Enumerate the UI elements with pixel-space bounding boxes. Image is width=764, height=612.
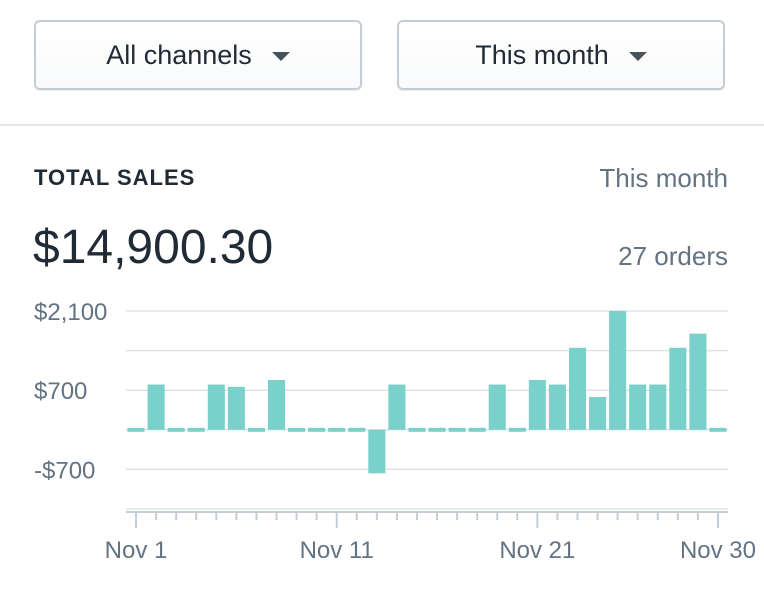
bar bbox=[267, 380, 286, 430]
bar bbox=[568, 347, 587, 430]
caret-down-icon bbox=[628, 51, 647, 61]
bar bbox=[709, 427, 727, 432]
bar bbox=[288, 427, 306, 432]
bar bbox=[448, 427, 466, 432]
bar bbox=[488, 384, 506, 430]
x-tick-label: Nov 1 bbox=[105, 537, 168, 564]
period-select[interactable]: This month bbox=[397, 20, 725, 90]
bar bbox=[428, 427, 446, 432]
x-tick-label: Nov 21 bbox=[499, 537, 575, 564]
x-tick-label: Nov 30 bbox=[680, 537, 756, 564]
bar bbox=[368, 429, 386, 474]
bar bbox=[308, 427, 326, 432]
bar bbox=[528, 380, 546, 430]
bar bbox=[247, 427, 265, 432]
bar bbox=[187, 427, 205, 432]
card-period: This month bbox=[599, 163, 728, 193]
bar bbox=[548, 384, 566, 430]
bar bbox=[689, 333, 707, 430]
y-tick-label: $2,100 bbox=[34, 299, 107, 326]
x-tick-label: Nov 11 bbox=[300, 537, 374, 564]
y-tick-label: $700 bbox=[34, 378, 87, 405]
channel-select-label: All channels bbox=[106, 39, 252, 70]
bar bbox=[167, 427, 185, 432]
bar bbox=[408, 427, 426, 432]
bar bbox=[147, 384, 165, 430]
bar bbox=[669, 347, 687, 430]
orders-count: 27 orders bbox=[618, 241, 728, 271]
bar bbox=[629, 384, 647, 430]
period-select-label: This month bbox=[475, 39, 609, 70]
bar bbox=[127, 427, 145, 432]
bar bbox=[468, 427, 486, 432]
total-sales-value: $14,900.30 bbox=[33, 221, 274, 274]
card-title: TOTAL SALES bbox=[34, 165, 196, 190]
filter-bar: All channels This month bbox=[0, 0, 764, 126]
bar bbox=[348, 427, 366, 432]
bar bbox=[508, 427, 526, 432]
bar bbox=[227, 386, 245, 430]
bar bbox=[207, 384, 225, 430]
sales-bar-chart: $2,100 $700 -$700 Nov 1 Nov 11 Nov 21 Nov 30 bbox=[34, 299, 756, 564]
caret-down-icon bbox=[271, 51, 290, 61]
bar bbox=[328, 427, 346, 432]
bar bbox=[649, 384, 667, 430]
channel-select[interactable]: All channels bbox=[34, 20, 362, 90]
bar bbox=[388, 384, 406, 430]
bar bbox=[589, 396, 607, 430]
bar bbox=[609, 311, 627, 430]
y-tick-label: -$700 bbox=[34, 457, 95, 484]
